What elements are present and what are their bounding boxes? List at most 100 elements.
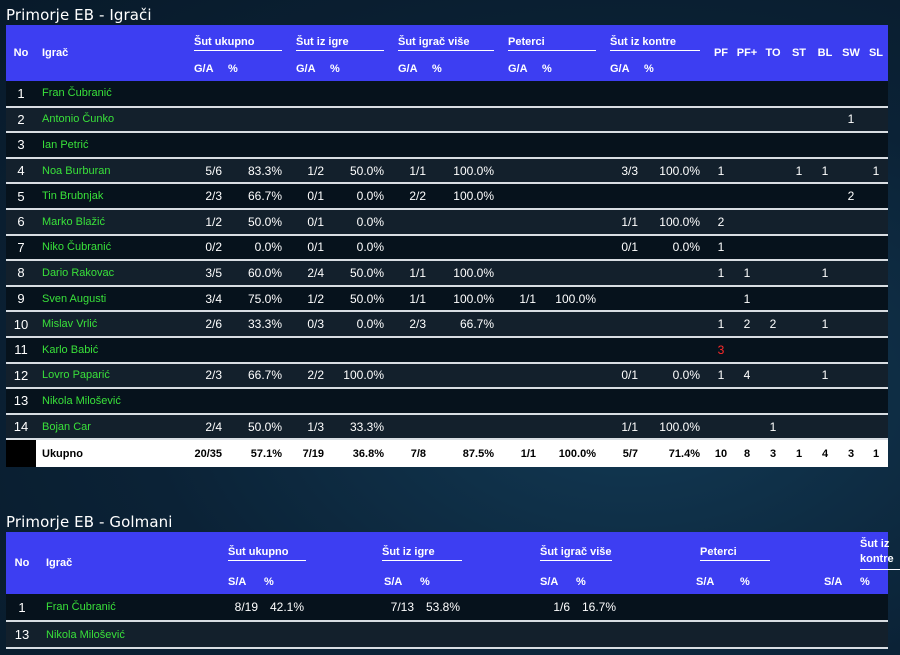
goals-attempts-cell: 2/4 (188, 413, 228, 441)
percent-cell: 0.0% (644, 362, 708, 390)
stat-cell: 3 (708, 336, 734, 364)
goals-attempts-cell: 0/3 (290, 311, 330, 338)
goalie-name: Fran Čubranić (38, 594, 216, 622)
goals-attempts-cell: 2/2 (392, 183, 432, 210)
sub-header-ga: G/A (296, 62, 316, 75)
percent-cell (542, 260, 604, 287)
percent-cell: 66.7% (432, 311, 502, 338)
group-header-total: Šut ukupno (188, 25, 290, 56)
col-sw-header: SW (842, 47, 860, 59)
percent-cell (542, 311, 604, 338)
goals-attempts-cell (290, 336, 330, 364)
stat-cell (708, 132, 734, 159)
percent-cell: 33.3% (228, 311, 290, 338)
stat-cell (864, 234, 888, 262)
saves-attempts-cell (676, 594, 724, 622)
percent-cell (432, 106, 502, 134)
total-cell: 7/19 (290, 439, 330, 468)
percent-cell (542, 208, 604, 236)
total-cell: 20/35 (188, 439, 228, 468)
stat-cell (760, 183, 786, 210)
stat-cell (812, 336, 838, 364)
goals-attempts-cell (290, 81, 330, 108)
percent-cell: 50.0% (330, 285, 392, 313)
table-row: 3 Ian Petrić (6, 132, 888, 159)
percent-cell (576, 621, 676, 649)
percent-cell (860, 594, 888, 622)
percent-cell: 83.3% (228, 157, 290, 185)
stat-cell: 1 (786, 157, 812, 185)
percent-cell (228, 81, 290, 108)
stat-cell (708, 183, 734, 210)
percent-cell (420, 621, 528, 649)
stat-cell (786, 260, 812, 287)
stat-cell (838, 260, 864, 287)
saves-attempts-cell (812, 594, 860, 622)
goalie-sub-sa: S/A (824, 576, 843, 588)
stat-cell: 1 (734, 285, 760, 313)
percent-cell: 0.0% (330, 234, 392, 262)
stat-cell (864, 413, 888, 441)
table-row: 13 Nikola Milošević (6, 388, 888, 415)
goalie-sub-pct: % (420, 576, 430, 588)
stat-cell (760, 362, 786, 390)
goals-attempts-cell (604, 260, 644, 287)
goals-attempts-cell (604, 388, 644, 415)
percent-cell: 33.3% (330, 413, 392, 441)
goals-attempts-cell: 2/2 (290, 362, 330, 390)
total-cell: 10 (708, 439, 734, 468)
stat-cell (838, 132, 864, 159)
goalie-sub-sa: S/A (384, 576, 403, 588)
stat-cell (734, 81, 760, 108)
stat-cell: 1 (708, 260, 734, 287)
percent-cell (432, 362, 502, 390)
goals-attempts-cell (604, 183, 644, 210)
total-cell: 1 (786, 439, 812, 468)
stat-cell (864, 208, 888, 236)
percent-cell (644, 183, 708, 210)
percent-cell (724, 594, 812, 622)
goals-attempts-cell: 0/1 (290, 208, 330, 236)
percent-cell: 66.7% (228, 362, 290, 390)
saves-attempts-cell (676, 621, 724, 649)
percent-cell (432, 413, 502, 441)
percent-cell (644, 106, 708, 134)
goals-attempts-cell (502, 413, 542, 441)
goals-attempts-cell: 2/4 (290, 260, 330, 287)
stat-cell (812, 132, 838, 159)
stat-cell (864, 388, 888, 415)
saves-attempts-cell: 1/6 (528, 594, 576, 622)
percent-cell: 0.0% (330, 183, 392, 210)
stat-cell (708, 81, 734, 108)
saves-attempts-cell: 7/13 (372, 594, 420, 622)
stat-cell (786, 208, 812, 236)
stat-cell (786, 388, 812, 415)
percent-cell: 100.0% (644, 157, 708, 185)
percent-cell: 100.0% (542, 285, 604, 313)
goals-attempts-cell: 1/1 (604, 413, 644, 441)
goalie-group-man-up: Šut igrač više (528, 532, 676, 570)
stat-cell (812, 413, 838, 441)
percent-cell (432, 388, 502, 415)
saves-attempts-cell (216, 621, 264, 649)
percent-cell (228, 388, 290, 415)
stat-cell (838, 336, 864, 364)
player-name: Marko Blažić (36, 208, 188, 236)
percent-cell: 50.0% (330, 260, 392, 287)
table-row: 1 Fran Čubranić (6, 81, 888, 108)
stat-cell (812, 388, 838, 415)
percent-cell: 60.0% (228, 260, 290, 287)
percent-cell: 16.7% (576, 594, 676, 622)
players-section-title: Primorje EB - Igrači (6, 6, 152, 24)
player-name: Tin Brubnjak (36, 183, 188, 210)
goalie-sub-sa: S/A (228, 576, 247, 588)
percent-cell (542, 336, 604, 364)
percent-cell (542, 413, 604, 441)
total-cell: 57.1% (228, 439, 290, 468)
table-row: 11 Karlo Babić 3 (6, 336, 888, 364)
sub-header-pct: % (542, 62, 552, 75)
goals-attempts-cell (502, 362, 542, 390)
percent-cell (542, 157, 604, 185)
percent-cell (542, 234, 604, 262)
percent-cell (228, 106, 290, 134)
